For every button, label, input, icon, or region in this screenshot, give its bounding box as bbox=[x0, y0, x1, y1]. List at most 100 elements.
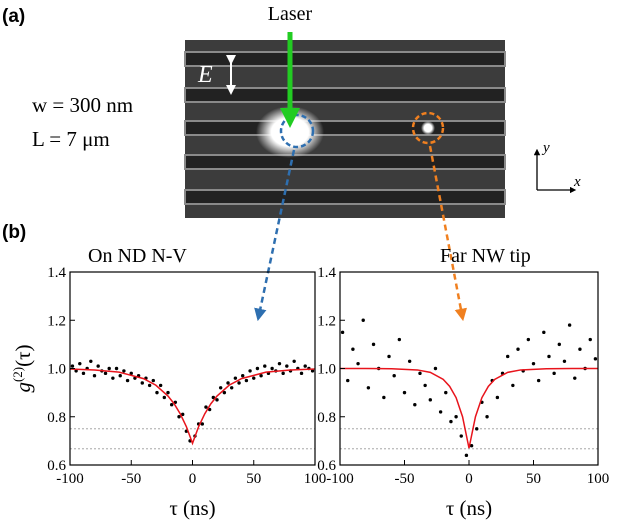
data-point bbox=[366, 386, 371, 390]
data-point bbox=[299, 371, 304, 376]
data-point bbox=[361, 318, 365, 322]
data-point bbox=[155, 390, 159, 395]
data-point bbox=[241, 374, 245, 378]
x-axis-label: τ (ns) bbox=[169, 496, 215, 520]
x-tick-label: 100 bbox=[304, 471, 327, 487]
data-point bbox=[444, 390, 448, 395]
data-point bbox=[449, 419, 453, 424]
data-point bbox=[211, 395, 216, 400]
data-point bbox=[158, 383, 163, 388]
data-point bbox=[114, 366, 119, 371]
data-point bbox=[392, 374, 396, 378]
data-point bbox=[382, 395, 386, 400]
data-point bbox=[459, 434, 463, 438]
data-point bbox=[573, 376, 577, 380]
data-point bbox=[547, 354, 551, 359]
data-point bbox=[111, 376, 115, 380]
data-point bbox=[531, 361, 536, 366]
y-label-base: g bbox=[11, 382, 35, 393]
data-point bbox=[511, 383, 515, 388]
data-point bbox=[218, 386, 223, 390]
data-point bbox=[248, 369, 252, 373]
data-point bbox=[516, 347, 520, 351]
data-point bbox=[263, 364, 267, 368]
data-point bbox=[433, 366, 438, 371]
y-axis-label: g(2)(τ) bbox=[10, 344, 35, 392]
panel-label: (a) bbox=[2, 6, 25, 27]
x-tick-label: 50 bbox=[246, 471, 261, 487]
y-tick-label: 0.6 bbox=[47, 458, 66, 474]
chart-title: Far NW tip bbox=[440, 245, 531, 267]
x-tick-label: -50 bbox=[395, 471, 415, 487]
data-point bbox=[475, 427, 479, 431]
fit-line bbox=[69, 368, 316, 446]
y-label-sup: (2) bbox=[10, 367, 25, 382]
data-point bbox=[495, 395, 500, 400]
y-tick-label: 0.8 bbox=[317, 410, 336, 426]
y-tick-label: 1.2 bbox=[47, 313, 66, 329]
data-point bbox=[303, 364, 307, 368]
x-tick-label: 0 bbox=[465, 471, 473, 487]
y-label-arg: (τ) bbox=[11, 344, 35, 366]
axis-x-label: x bbox=[573, 174, 581, 190]
data-point bbox=[147, 383, 152, 388]
data-point bbox=[122, 369, 126, 373]
data-point bbox=[233, 376, 238, 380]
y-tick-label: 1.4 bbox=[317, 265, 336, 281]
data-point bbox=[207, 407, 212, 412]
y-tick-label: 0.8 bbox=[47, 410, 66, 426]
length-label: L = 7 μm bbox=[32, 127, 110, 151]
data-point bbox=[397, 337, 402, 342]
y-tick-label: 1.4 bbox=[47, 265, 66, 281]
data-point bbox=[557, 342, 561, 347]
pointer-arrow bbox=[254, 149, 296, 322]
data-point bbox=[340, 330, 345, 335]
data-point bbox=[103, 371, 108, 376]
data-point bbox=[371, 342, 376, 347]
data-point bbox=[89, 359, 93, 363]
data-point bbox=[428, 398, 432, 402]
data-point bbox=[129, 371, 133, 376]
data-point bbox=[74, 369, 78, 373]
data-point bbox=[292, 359, 296, 363]
data-point bbox=[259, 374, 263, 378]
width-label: w = 300 nm bbox=[32, 93, 133, 117]
data-point bbox=[169, 402, 174, 407]
data-point bbox=[118, 374, 122, 378]
data-point bbox=[255, 366, 260, 371]
x-tick-label: 0 bbox=[189, 471, 197, 487]
y-tick-label: 0.6 bbox=[317, 458, 336, 474]
y-tick-label: 1.2 bbox=[317, 313, 336, 329]
data-point bbox=[407, 359, 412, 363]
data-point bbox=[526, 337, 531, 342]
data-point bbox=[413, 402, 417, 407]
data-point bbox=[277, 361, 282, 366]
coord-axes bbox=[533, 148, 577, 194]
data-point bbox=[237, 381, 241, 385]
data-point bbox=[506, 354, 510, 359]
data-point bbox=[351, 347, 355, 351]
data-point bbox=[107, 366, 111, 371]
x-tick-label: -50 bbox=[121, 471, 141, 487]
x-tick-label: -100 bbox=[56, 471, 84, 487]
data-point bbox=[270, 366, 274, 371]
data-point bbox=[215, 398, 219, 402]
data-point bbox=[536, 378, 541, 383]
x-tick-label: -100 bbox=[326, 471, 354, 487]
data-point bbox=[454, 415, 458, 419]
y-tick-label: 1.0 bbox=[47, 362, 66, 378]
x-tick-label: 50 bbox=[526, 471, 541, 487]
axis-y-label: y bbox=[541, 140, 550, 156]
data-point bbox=[181, 412, 185, 417]
data-point bbox=[464, 453, 469, 458]
data-point bbox=[140, 381, 144, 385]
data-point bbox=[96, 364, 100, 368]
data-point bbox=[70, 364, 75, 368]
data-point bbox=[204, 405, 208, 409]
laser-label: Laser bbox=[268, 3, 313, 25]
data-point bbox=[222, 390, 227, 395]
data-point bbox=[418, 371, 422, 376]
fit-line bbox=[340, 367, 598, 449]
data-point bbox=[469, 444, 474, 448]
data-point bbox=[230, 386, 234, 390]
